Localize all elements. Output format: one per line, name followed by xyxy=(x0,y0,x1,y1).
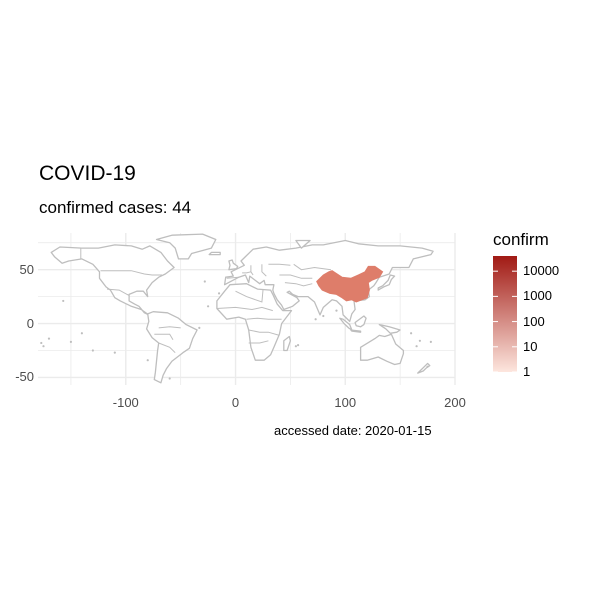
island xyxy=(47,337,51,340)
legend-tick-label: 10000 xyxy=(523,263,560,279)
legend-gradient-bar xyxy=(493,256,517,372)
island xyxy=(80,332,83,335)
landmass-south-america xyxy=(145,311,198,384)
island xyxy=(415,345,418,348)
country-border xyxy=(246,317,282,320)
landmass-borneo xyxy=(354,315,367,328)
chart-caption: accessed date: 2020-01-15 xyxy=(274,423,432,438)
legend-tick-label: 10 xyxy=(523,338,538,354)
landmass-greenland xyxy=(155,233,217,260)
country-border xyxy=(158,342,176,354)
legend-tick-label: 1 xyxy=(523,364,531,379)
landmass-indonesia-java xyxy=(350,329,362,333)
island xyxy=(62,299,65,303)
landmass-japan xyxy=(377,274,396,291)
island xyxy=(203,280,206,283)
country-border xyxy=(107,288,130,296)
country-border xyxy=(216,306,273,312)
country-border xyxy=(100,270,162,276)
region-china xyxy=(316,265,384,303)
x-tick-label: 0 xyxy=(231,395,240,410)
legend-tick-label: 1000 xyxy=(523,288,552,304)
x-tick-label: 100 xyxy=(334,395,357,410)
country-border xyxy=(242,271,252,274)
y-tick-label: 50 xyxy=(19,261,34,277)
landmass-uk xyxy=(228,259,239,271)
country-border xyxy=(284,282,313,287)
country-border xyxy=(154,333,174,340)
landmass-iceland xyxy=(208,251,221,256)
country-border xyxy=(268,263,291,266)
island xyxy=(113,351,116,354)
chart-subtitle: confirmed cases: 44 xyxy=(39,198,192,217)
island xyxy=(40,341,43,345)
china-region xyxy=(316,265,384,303)
landmass-scandinavia-arch xyxy=(295,239,311,249)
y-tick-label: -50 xyxy=(15,369,34,385)
island xyxy=(426,365,429,368)
country-border xyxy=(261,264,267,277)
legend-title: confirm xyxy=(493,230,549,249)
island xyxy=(69,340,73,343)
island xyxy=(91,349,94,352)
country-border xyxy=(248,329,280,336)
country-border xyxy=(293,263,332,271)
island xyxy=(217,292,221,295)
country-border xyxy=(226,276,239,279)
x-tick-label: -100 xyxy=(112,395,139,410)
island xyxy=(410,332,413,335)
country-border xyxy=(235,290,264,303)
country-border xyxy=(279,274,313,279)
island xyxy=(168,377,171,380)
landmass-north-america xyxy=(50,244,175,316)
country-border xyxy=(248,340,269,344)
landmass-australia xyxy=(359,333,405,366)
island xyxy=(322,314,325,318)
island xyxy=(314,318,317,321)
landmass-africa xyxy=(216,283,293,361)
legend-tick-label: 100 xyxy=(523,313,545,329)
landmass-madagascar xyxy=(283,335,292,352)
landmass-new-guinea xyxy=(378,323,401,334)
y-tick-label: 0 xyxy=(26,315,34,331)
island xyxy=(146,359,149,362)
island xyxy=(206,305,210,308)
island xyxy=(198,326,201,329)
world-landmass xyxy=(40,233,434,384)
legend-colorbar xyxy=(493,256,517,373)
island xyxy=(294,345,297,348)
chart-title: COVID-19 xyxy=(39,162,136,185)
island xyxy=(42,345,45,348)
island xyxy=(418,339,421,342)
landmass-new-zealand xyxy=(417,362,431,374)
x-tick-label: 200 xyxy=(444,395,466,410)
country-border xyxy=(158,326,181,329)
island xyxy=(429,340,432,343)
island xyxy=(335,309,338,312)
island xyxy=(296,344,300,347)
